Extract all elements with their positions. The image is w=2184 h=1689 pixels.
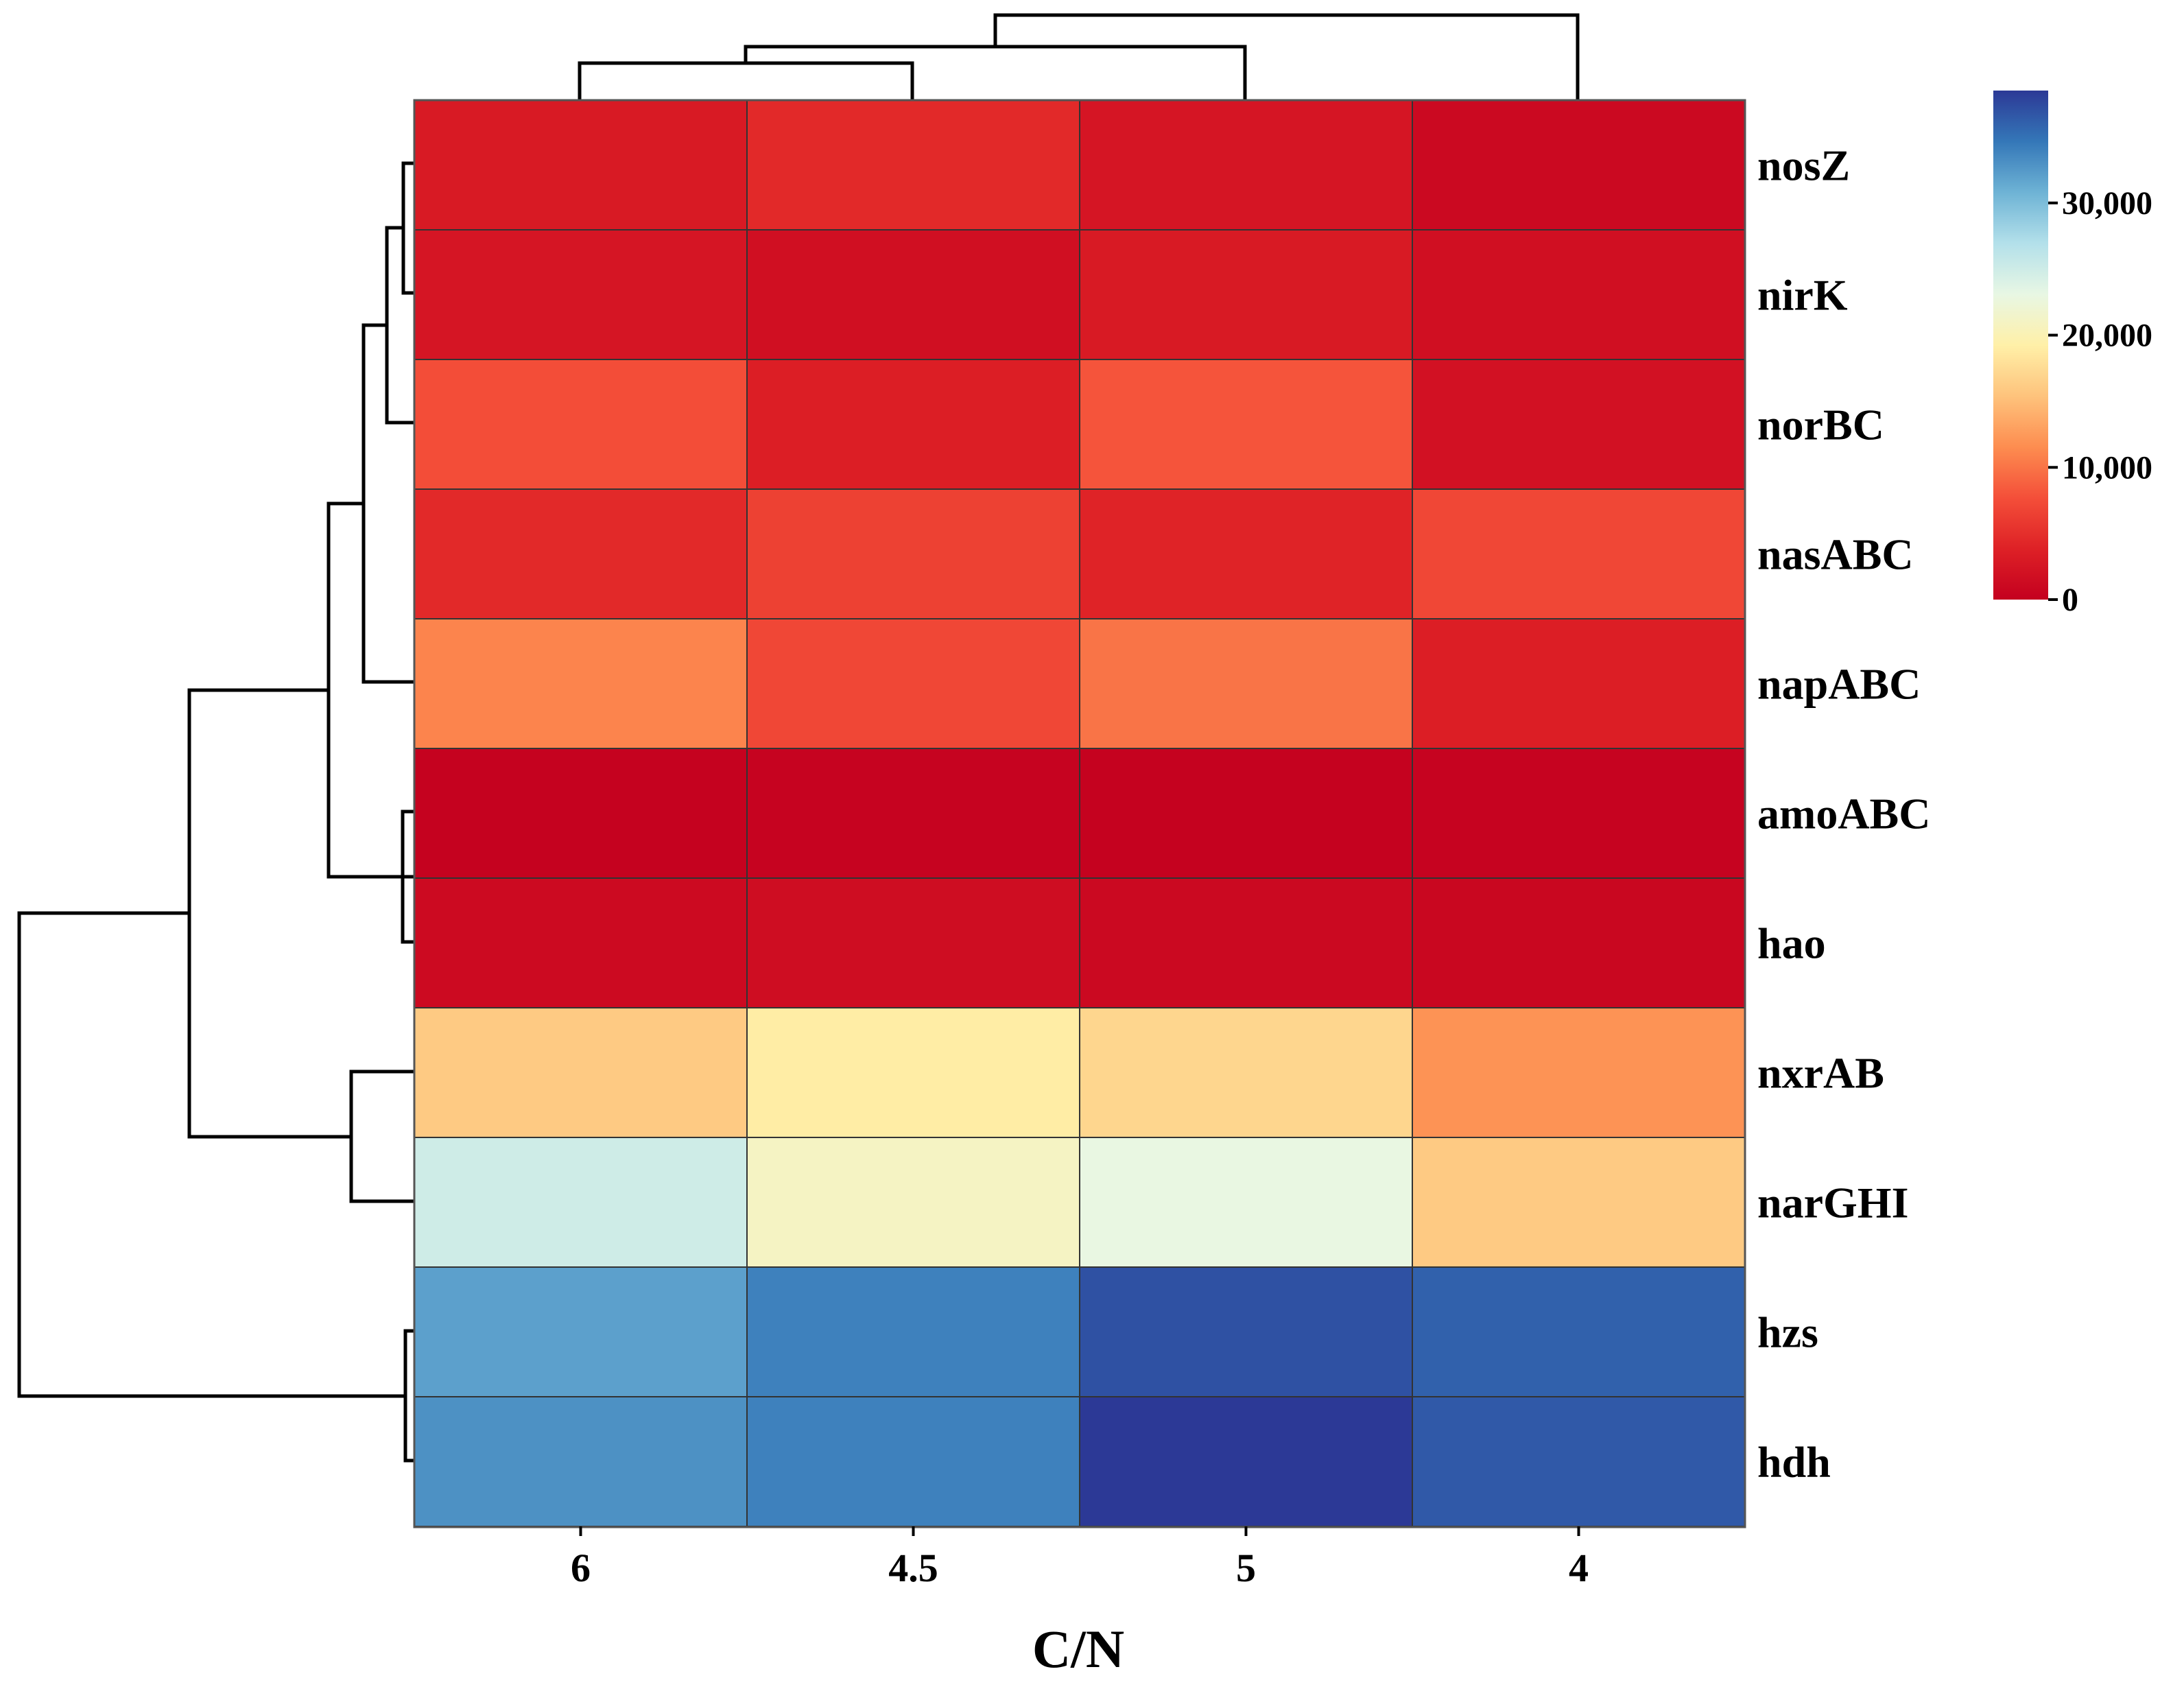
- heatmap-cell: [1079, 618, 1413, 749]
- heatmap-cell: [414, 488, 748, 619]
- x-tick-label: 4: [1569, 1546, 1589, 1590]
- heatmap-cell: [1412, 618, 1746, 749]
- heatmap-cell: [746, 1137, 1080, 1268]
- heatmap-cell: [1412, 1137, 1746, 1268]
- x-tick-label: 6: [571, 1546, 591, 1590]
- colorbar-tick-label: 10,000: [2062, 449, 2152, 486]
- heatmap-cell: [746, 359, 1080, 490]
- row-label: norBC: [1757, 401, 1884, 449]
- heatmap-cells: [414, 99, 1746, 1527]
- heatmap-cell: [746, 1266, 1080, 1397]
- heatmap-cell: [746, 99, 1080, 231]
- heatmap-cell: [746, 229, 1080, 360]
- colorbar-tick-label: 30,000: [2062, 185, 2152, 222]
- heatmap-cell: [414, 748, 748, 879]
- row-label: hzs: [1757, 1308, 1818, 1357]
- x-tick-label: 4.5: [888, 1546, 938, 1590]
- column-labels: 6 4.5 5 4: [571, 1526, 1589, 1590]
- heatmap-cell: [746, 748, 1080, 879]
- row-label: hao: [1757, 919, 1826, 968]
- heatmap-cell: [414, 99, 748, 231]
- row-label: nxrAB: [1757, 1049, 1884, 1098]
- heatmap-cell: [1079, 877, 1413, 1008]
- colorbar-ticks: 0 10,000 20,000 30,000: [2048, 185, 2152, 618]
- heatmap-cell: [1412, 1266, 1746, 1397]
- heatmap-cell: [746, 1007, 1080, 1138]
- row-labels: nosZ nirK norBC nasABC napABC amoABC hao nxrAB n…: [1757, 141, 1930, 1487]
- row-label: amoABC: [1757, 790, 1930, 838]
- heatmap-cell: [1412, 748, 1746, 879]
- heatmap-cell: [414, 1007, 748, 1138]
- row-label: narGHI: [1757, 1179, 1908, 1227]
- colorbar-tick-label: 0: [2062, 582, 2078, 618]
- heatmap-cell: [414, 229, 748, 360]
- row-dendrogram: [17, 161, 414, 1463]
- heatmap-cell: [746, 1396, 1080, 1527]
- heatmap-cell: [414, 1137, 748, 1268]
- heatmap-cell: [1079, 1266, 1413, 1397]
- heatmap-cell: [414, 877, 748, 1008]
- heatmap-cell: [1079, 99, 1413, 231]
- heatmap-cell: [1412, 877, 1746, 1008]
- row-label: nosZ: [1757, 141, 1850, 190]
- heatmap-cell: [1412, 488, 1746, 619]
- x-axis-title: C/N: [1032, 1619, 1124, 1679]
- row-label: nasABC: [1757, 530, 1914, 579]
- heatmap-cell: [1079, 748, 1413, 879]
- heatmap-cell: [1412, 99, 1746, 231]
- heatmap-cell: [1412, 229, 1746, 360]
- heatmap-cell: [1079, 229, 1413, 360]
- x-tick-label: 5: [1236, 1546, 1256, 1590]
- heatmap-cell: [1079, 359, 1413, 490]
- heatmap-cell: [1412, 1007, 1746, 1138]
- heatmap-cell: [746, 618, 1080, 749]
- heatmap-cell: [1079, 488, 1413, 619]
- heatmap-cell: [746, 488, 1080, 619]
- heatmap-cell: [414, 1396, 748, 1527]
- heatmap-cell: [1079, 1396, 1413, 1527]
- heatmap-cell: [414, 359, 748, 490]
- colorbar-tick-label: 20,000: [2062, 318, 2152, 354]
- colorbar: [1993, 91, 2048, 600]
- column-dendrogram: [578, 13, 1580, 100]
- row-label: hdh: [1757, 1438, 1831, 1487]
- row-label: nirK: [1757, 271, 1848, 320]
- heatmap-cell: [1079, 1137, 1413, 1268]
- row-label: napABC: [1757, 660, 1921, 709]
- heatmap-cell: [746, 877, 1080, 1008]
- heatmap-cell: [1412, 1396, 1746, 1527]
- heatmap-cell: [414, 1266, 748, 1397]
- heatmap-cell: [1079, 1007, 1413, 1138]
- plot-border: [413, 99, 1746, 1528]
- heatmap-cell: [1412, 359, 1746, 490]
- heatmap-cell: [414, 618, 748, 749]
